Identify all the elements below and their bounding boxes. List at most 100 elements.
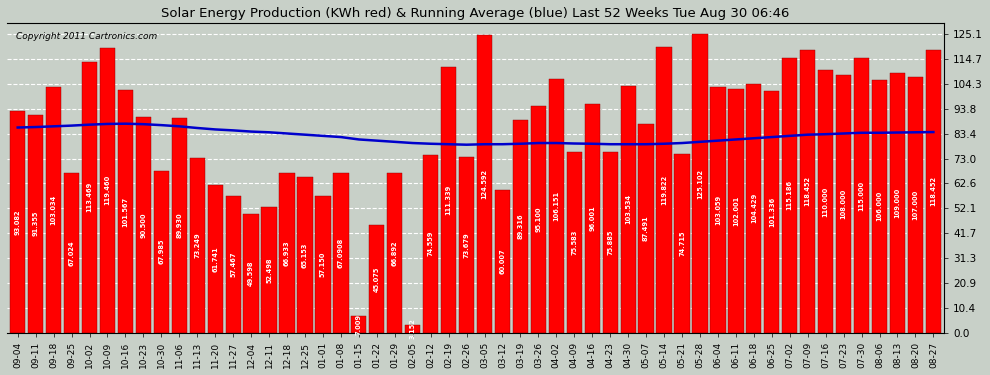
Text: 119.460: 119.460 (105, 175, 111, 206)
Text: 103.534: 103.534 (625, 194, 632, 224)
Text: 61.741: 61.741 (212, 246, 218, 272)
Bar (495, 189, 510, 333)
Text: 66.892: 66.892 (392, 240, 398, 266)
Text: 65.153: 65.153 (302, 242, 308, 268)
Text: 3.152: 3.152 (410, 319, 416, 339)
Bar (459, 157, 474, 333)
Bar (531, 106, 546, 333)
Bar (621, 86, 636, 333)
Bar (387, 173, 402, 333)
Text: 108.000: 108.000 (841, 189, 846, 219)
Bar (566, 152, 582, 333)
Bar (10, 111, 26, 333)
Text: 7.009: 7.009 (355, 314, 362, 335)
Bar (639, 124, 653, 333)
Bar (548, 80, 564, 333)
Text: 45.075: 45.075 (374, 266, 380, 292)
Bar (585, 104, 600, 333)
Bar (746, 84, 761, 333)
Text: 67.0908: 67.0908 (338, 238, 344, 268)
Bar (405, 325, 421, 333)
Bar (190, 158, 205, 333)
Text: 75.885: 75.885 (607, 230, 613, 255)
Text: 91.355: 91.355 (33, 211, 39, 237)
Title: Solar Energy Production (KWh red) & Running Average (blue) Last 52 Weeks Tue Aug: Solar Energy Production (KWh red) & Runn… (161, 7, 790, 20)
Bar (890, 73, 905, 333)
Text: 49.598: 49.598 (248, 261, 254, 286)
Bar (46, 87, 61, 333)
Bar (674, 154, 690, 333)
Text: 52.498: 52.498 (266, 257, 272, 283)
Bar (351, 316, 366, 333)
Text: 107.000: 107.000 (913, 190, 919, 220)
Bar (82, 62, 97, 333)
Text: 74.715: 74.715 (679, 231, 685, 256)
Bar (423, 155, 439, 333)
Bar (279, 173, 295, 333)
Bar (764, 91, 779, 333)
Text: 106.000: 106.000 (876, 191, 882, 221)
Bar (208, 185, 223, 333)
Bar (334, 172, 348, 333)
Bar (118, 90, 133, 333)
Text: 66.933: 66.933 (284, 240, 290, 266)
Bar (513, 120, 528, 333)
Text: 115.000: 115.000 (858, 180, 864, 211)
Bar (100, 48, 115, 333)
Text: 73.679: 73.679 (463, 232, 469, 258)
Bar (710, 87, 726, 333)
Bar (226, 196, 241, 333)
Text: 115.186: 115.186 (787, 180, 793, 210)
Text: 110.000: 110.000 (823, 186, 829, 217)
Text: 104.429: 104.429 (750, 193, 756, 223)
Bar (692, 34, 708, 333)
Bar (315, 196, 331, 333)
Text: 118.452: 118.452 (805, 176, 811, 207)
Text: 73.249: 73.249 (194, 232, 200, 258)
Bar (171, 118, 187, 333)
Bar (28, 115, 44, 333)
Bar (441, 67, 456, 333)
Text: 93.082: 93.082 (15, 209, 21, 234)
Bar (836, 75, 851, 333)
Bar (369, 225, 384, 333)
Text: 109.000: 109.000 (895, 188, 901, 218)
Text: 118.452: 118.452 (931, 176, 937, 207)
Text: 67.024: 67.024 (68, 240, 74, 266)
Text: 89.930: 89.930 (176, 213, 182, 238)
Text: 96.001: 96.001 (589, 206, 595, 231)
Bar (477, 35, 492, 333)
Text: 101.567: 101.567 (123, 196, 129, 226)
Text: 60.007: 60.007 (500, 248, 506, 274)
Bar (908, 77, 923, 333)
Text: 124.592: 124.592 (481, 169, 487, 199)
Text: 113.469: 113.469 (86, 182, 92, 213)
Text: 89.316: 89.316 (518, 213, 524, 239)
Text: 67.985: 67.985 (158, 239, 164, 264)
Bar (64, 173, 79, 333)
Bar (244, 214, 258, 333)
Bar (153, 171, 169, 333)
Text: 57.150: 57.150 (320, 252, 326, 277)
Bar (136, 117, 151, 333)
Text: 111.339: 111.339 (446, 185, 451, 215)
Text: 103.059: 103.059 (715, 195, 721, 225)
Bar (603, 152, 618, 333)
Text: 103.034: 103.034 (50, 195, 56, 225)
Text: 75.583: 75.583 (571, 230, 577, 255)
Text: 101.336: 101.336 (769, 197, 775, 227)
Text: 57.467: 57.467 (230, 252, 237, 277)
Bar (297, 177, 313, 333)
Text: 125.102: 125.102 (697, 168, 703, 198)
Text: 87.491: 87.491 (644, 216, 649, 241)
Bar (926, 50, 941, 333)
Text: 119.822: 119.822 (661, 175, 667, 205)
Text: 102.001: 102.001 (733, 196, 739, 226)
Text: 74.559: 74.559 (428, 231, 434, 256)
Text: 95.100: 95.100 (536, 207, 542, 232)
Bar (800, 50, 816, 333)
Text: 106.151: 106.151 (553, 191, 559, 221)
Bar (261, 207, 277, 333)
Bar (729, 89, 743, 333)
Bar (656, 47, 671, 333)
